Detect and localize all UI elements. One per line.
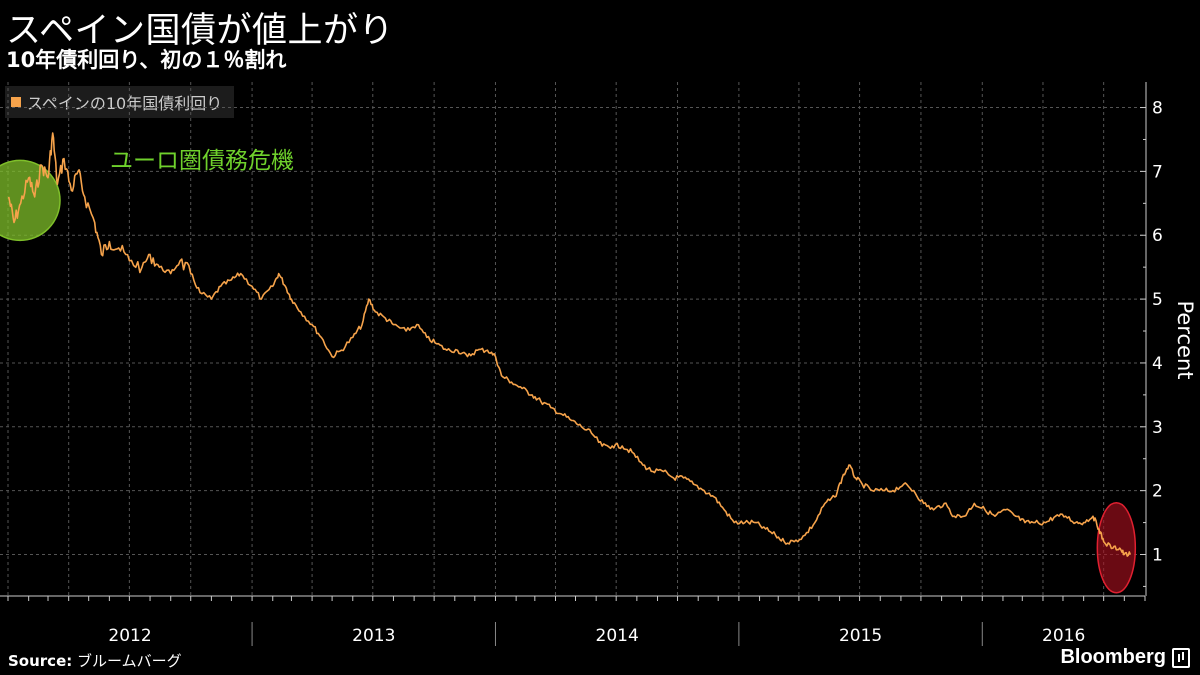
legend-swatch (11, 97, 21, 107)
brand-logo: Bloomberg (1060, 646, 1190, 669)
y-tick-label: 2 (1152, 482, 1163, 502)
bloomberg-terminal-icon (1172, 647, 1190, 668)
x-tick-label: 2014 (596, 626, 639, 646)
annotation-markers (0, 159, 1137, 594)
source-label: Source: (8, 652, 73, 670)
x-tick-label: 2013 (352, 626, 395, 646)
chart-subtitle: 10年債利回り、初の１％割れ (6, 48, 287, 72)
y-tick-label: 1 (1152, 545, 1163, 565)
y-tick-label: 3 (1152, 418, 1163, 438)
x-tick-label: 2012 (108, 626, 151, 646)
y-axis-label: Percent (1173, 300, 1197, 379)
series-line (7, 132, 1132, 557)
y-tick-label: 5 (1152, 290, 1163, 310)
legend: スペインの10年国債利回り (5, 86, 235, 118)
x-axis: 2012 2013 2014 2015 2016 (0, 595, 1146, 646)
y-tick-label: 8 (1152, 99, 1163, 119)
y-tick-label: 6 (1152, 226, 1163, 246)
y-axis: 1 2 3 4 5 6 7 8 (1140, 82, 1163, 596)
annotation-label: ユーロ圏債務危機 (110, 148, 294, 174)
chart-title: スペイン国債が値上がり (6, 11, 395, 51)
y-tick-label: 4 (1152, 354, 1163, 374)
brand-name: Bloomberg (1060, 646, 1166, 668)
x-tick-label: 2015 (839, 626, 882, 646)
x-tick-label: 2016 (1042, 626, 1085, 646)
y-tick-label: 7 (1152, 162, 1163, 182)
source-text: ブルームバーグ (77, 652, 182, 670)
source-note: Source: ブルームバーグ (8, 650, 182, 671)
grid (0, 82, 1145, 596)
legend-label: スペインの10年国債利回り (27, 94, 223, 113)
